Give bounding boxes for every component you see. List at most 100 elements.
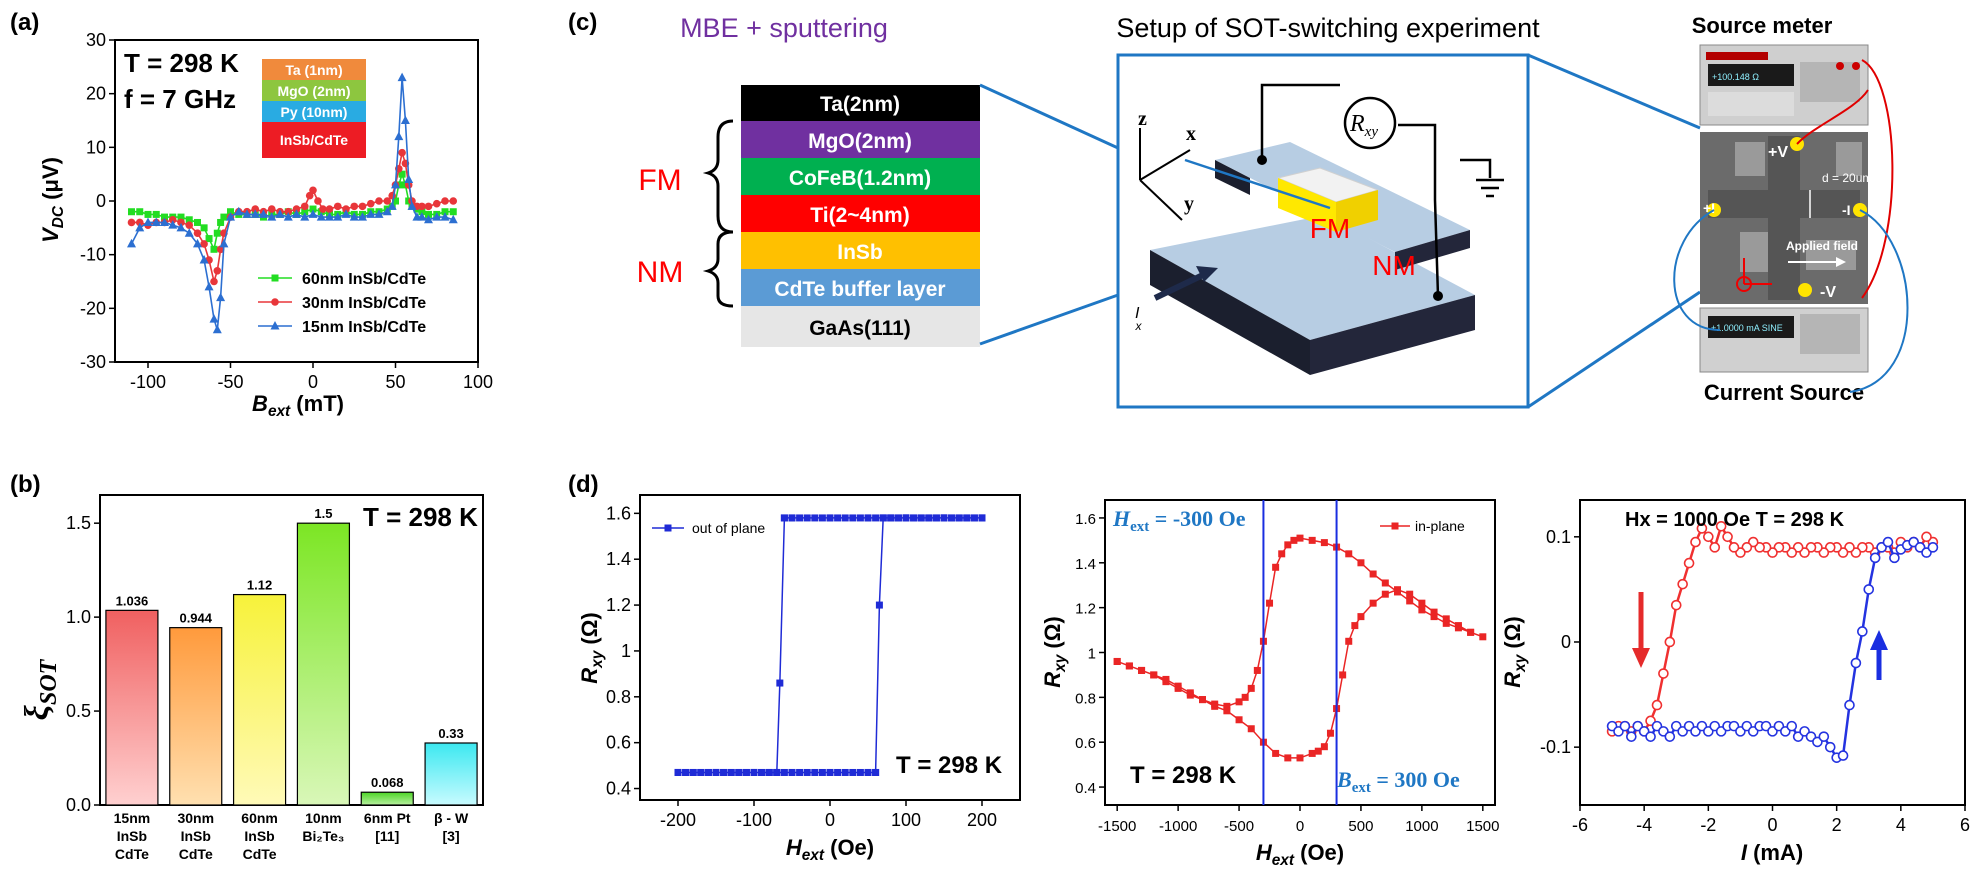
data-point — [879, 514, 887, 522]
bar — [360, 791, 414, 806]
data-point — [1284, 541, 1292, 549]
data-point — [1869, 552, 1881, 564]
data-point — [1664, 636, 1676, 648]
wire-red-v — [1796, 89, 1869, 145]
y-tick-label: 1.4 — [1075, 556, 1096, 573]
y-tick-label: 10 — [86, 137, 106, 157]
legend-marker — [664, 524, 672, 532]
data-point — [200, 240, 208, 248]
data-point — [1824, 741, 1836, 753]
data-point — [301, 208, 309, 216]
x-axis-title-main: B — [252, 391, 268, 416]
data-point — [1651, 699, 1663, 711]
data-point — [325, 205, 334, 213]
data-point — [1786, 720, 1798, 732]
current-source-keys — [1800, 314, 1860, 354]
data-point — [309, 205, 317, 213]
device-fm-label: FM — [1310, 213, 1350, 244]
data-point — [127, 218, 136, 227]
data-point — [955, 514, 963, 522]
data-point — [826, 768, 834, 776]
x-axis-title-unit: (mT) — [290, 391, 344, 416]
data-point — [314, 197, 322, 205]
data-point — [168, 220, 178, 229]
x-axis-title-sub: ext — [802, 847, 825, 864]
data-point — [185, 216, 193, 224]
data-point — [872, 768, 880, 776]
data-point — [1339, 671, 1347, 679]
x-axis-title-main: H — [1256, 840, 1273, 865]
data-point — [1150, 671, 1158, 679]
data-point — [1272, 749, 1280, 757]
data-point — [267, 205, 276, 213]
data-point — [697, 768, 705, 776]
device-photo: +V +I -I -V d = 20um Applied field — [1700, 132, 1872, 304]
hall-bar-arm-side2 — [1310, 295, 1475, 375]
inset-layer-insb — [262, 122, 366, 158]
x-tick-label: 2 — [1832, 815, 1842, 835]
data-point — [875, 601, 883, 609]
bar — [296, 522, 351, 806]
panel-b-temperature: T = 298 K — [363, 502, 478, 532]
data-point — [300, 202, 309, 211]
data-point — [811, 768, 819, 776]
current-arrow-head — [1196, 266, 1218, 282]
data-point — [750, 768, 758, 776]
y-tick-label: 1.4 — [606, 549, 631, 569]
data-point — [849, 768, 857, 776]
layer-insb — [741, 232, 980, 269]
y-axis-title-unit: (Ω) — [577, 612, 602, 650]
y-axis-title-main: R — [1040, 672, 1065, 688]
fm-label: FM — [638, 164, 681, 197]
data-point — [1709, 542, 1721, 553]
data-point — [1272, 563, 1280, 571]
current-source-screen — [1708, 316, 1794, 338]
panel-d2-hneg-label: Hext = -300 Oe — [1112, 506, 1246, 535]
wire-blue-right — [1849, 209, 1909, 393]
source-meter-label: Source meter — [1692, 13, 1833, 38]
data-point — [1357, 559, 1365, 567]
data-point — [1857, 626, 1868, 637]
y-axis-title-main: V — [38, 226, 63, 243]
label-main: B — [1336, 767, 1352, 792]
hall-bar-cross-side2 — [1395, 230, 1470, 270]
panel-a-frequency: f = 7 GHz — [124, 84, 236, 114]
panel-label-a: (a) — [10, 9, 39, 36]
data-point — [217, 218, 225, 226]
legend-marker — [271, 298, 279, 306]
data-point — [803, 768, 811, 776]
data-point — [417, 212, 427, 221]
layer-ti-label: Ti(2~4nm) — [810, 204, 909, 227]
legend-marker — [270, 321, 280, 330]
source-meter-port-2 — [1852, 62, 1860, 70]
data-point — [834, 514, 842, 522]
x-tick-label: 50 — [385, 372, 405, 392]
data-point — [200, 224, 208, 232]
bar — [232, 593, 287, 806]
label-sub: ext — [1130, 519, 1149, 535]
inset-layer-ta — [262, 59, 366, 80]
series-line — [1116, 537, 1484, 759]
layer-cofeb — [741, 158, 980, 195]
bar — [424, 742, 478, 806]
data-point — [1430, 608, 1438, 616]
data-point — [366, 209, 376, 218]
data-point — [1296, 534, 1304, 542]
data-point — [213, 266, 222, 275]
data-point — [910, 514, 918, 522]
data-point — [1125, 662, 1133, 670]
layer-ta-label: Ta(2nm) — [820, 93, 900, 116]
ground-wire — [1460, 158, 1492, 178]
data-point — [1253, 666, 1261, 674]
data-point — [780, 768, 788, 776]
photo-minus-i-label: -I — [1842, 202, 1851, 218]
category-label: 30nm — [177, 810, 214, 826]
data-point — [398, 170, 406, 178]
category-label: β - W — [434, 810, 469, 826]
category-label: InSb — [244, 828, 274, 844]
data-point — [382, 206, 392, 216]
data-point — [216, 292, 226, 302]
category-label: 60nm — [241, 810, 278, 826]
layer-cofeb-label: CoFeB(1.2nm) — [789, 167, 931, 190]
